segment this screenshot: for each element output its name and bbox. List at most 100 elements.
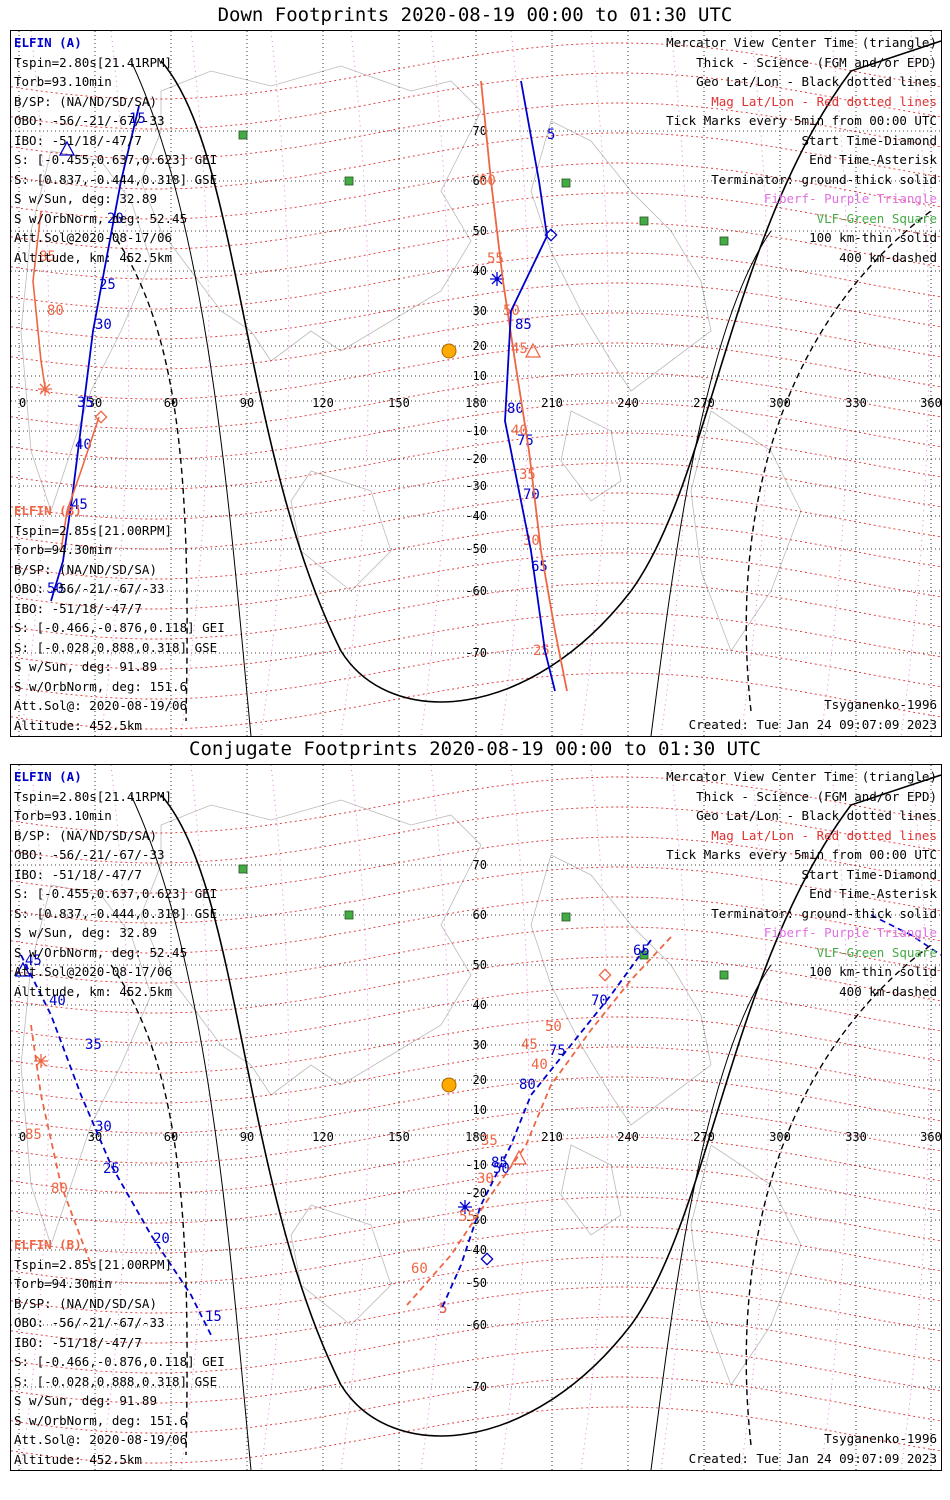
coastline <box>530 854 712 1126</box>
mag-latitude-line <box>11 866 941 924</box>
info-line: Tspin=2.85s[21.00RPM] <box>14 522 173 538</box>
mag-latitude-line <box>11 1166 941 1224</box>
info-line: S: [-0.455,0.637,0.623] GEI <box>14 886 218 901</box>
legend-item: Geo Lat/Lon - Black dotted lines <box>696 74 937 89</box>
mag-longitude-line <box>900 31 930 736</box>
mag-latitude-line <box>11 1106 941 1164</box>
elfin-a-tick-label: 80 <box>507 401 524 417</box>
mag-latitude-line <box>11 1406 941 1464</box>
longitude-tick-label: 90 <box>240 1130 254 1144</box>
info-line: S: [0.837,-0.444,0.318] GSE <box>14 905 218 921</box>
elfin-a-tick-label: 75 <box>549 1043 566 1059</box>
latitude-tick-label: -70 <box>465 646 487 660</box>
latitude-tick-label: -60 <box>465 584 487 598</box>
elfin-b-tick-label: 35 <box>481 1133 498 1149</box>
terminator-400km <box>110 230 188 722</box>
elfin-b-tick-label: 45 <box>511 341 528 357</box>
longitude-tick-label: 240 <box>617 396 639 410</box>
legend-item: VLF-Green Square <box>816 944 937 960</box>
legend-item: Mag Lat/Lon - Red dotted lines <box>711 827 937 843</box>
vlf-green-square <box>561 912 571 922</box>
elfin-a-tick-label: 15 <box>129 111 146 127</box>
info-line: S w/Sun, deg: 32.89 <box>14 191 157 206</box>
mag-latitude-line <box>11 282 941 340</box>
elfin-b-footprint-track <box>406 936 672 1306</box>
latitude-tick-label: 40 <box>473 264 487 278</box>
info-line: S w/OrbNorm, deg: 151.6 <box>14 1412 188 1428</box>
coastline <box>530 120 712 392</box>
coastline <box>690 1144 802 1386</box>
legend-item: Tick Marks every 5min from 00:00 UTC <box>666 113 937 128</box>
terminator-100km <box>650 230 772 736</box>
elfin-a-tick-label: 35 <box>77 395 94 411</box>
longitude-tick-label: 150 <box>388 396 410 410</box>
elfin-b-label: ELFIN (B) <box>14 503 82 518</box>
legend-item: 400 km-dashed <box>839 249 937 265</box>
vlf-green-square <box>719 970 729 980</box>
elfin-b-tick-label: 60 <box>411 1261 428 1277</box>
longitude-tick-label: 0 <box>19 396 26 410</box>
elfin-a-footprint-track <box>504 80 556 692</box>
info-line: OBO: -56/-21/-67/-33 <box>14 113 165 128</box>
mag-latitude-line <box>11 462 941 520</box>
latitude-tick-label: -50 <box>465 1276 487 1290</box>
mag-latitude-line <box>11 372 941 430</box>
mag-latitude-line <box>11 492 941 550</box>
info-line: B/SP: (NA/ND/SD/SA) <box>14 1295 157 1311</box>
elfin-a-footprint-track <box>440 939 652 1311</box>
elfin-b-tick-label: 30 <box>477 1171 494 1187</box>
elfin-a-tick-label: 45 <box>25 953 42 969</box>
vlf-green-square <box>238 864 248 874</box>
terminator-400km <box>745 210 932 712</box>
legend-item: End Time-Asterisk <box>809 886 937 901</box>
elfin-a-tick-label: 25 <box>99 277 116 293</box>
latitude-tick-label: 50 <box>473 958 487 972</box>
elfin-b-tick-label: 35 <box>519 467 536 483</box>
elfin-a-tick-label: 15 <box>205 1309 222 1325</box>
info-line: Altitude: 452.5km <box>14 1451 142 1467</box>
legend-item: Geo Lat/Lon - Black dotted lines <box>696 808 937 823</box>
longitude-tick-label: 120 <box>312 1130 334 1144</box>
longitude-tick-label: 270 <box>693 396 715 410</box>
mag-longitude-line <box>260 31 290 736</box>
sun-icon <box>441 1077 457 1093</box>
legend-item: Thick - Science (FGM and/or EPD) <box>696 54 937 70</box>
latitude-tick-label: 30 <box>473 304 487 318</box>
mag-longitude-line <box>340 31 370 736</box>
latitude-tick-label: 20 <box>473 339 487 353</box>
mag-longitude-line <box>100 765 130 1470</box>
info-line: Tspin=2.85s[21.00RPM] <box>14 1256 173 1272</box>
elfin-b-end-asterisk <box>38 382 52 396</box>
mag-latitude-line <box>11 836 941 894</box>
info-line: Tspin=2.80s[21.41RPM] <box>14 788 173 804</box>
longitude-tick-label: 0 <box>19 1130 26 1144</box>
info-line: S w/Sun, deg: 32.89 <box>14 925 157 940</box>
terminator-ground <box>160 774 941 1437</box>
info-line: IBO: -51/18/-47/7 <box>14 132 142 148</box>
legend-item: Terminator: ground-thick solid <box>711 171 937 187</box>
info-line: B/SP: (NA/ND/SD/SA) <box>14 93 157 109</box>
latitude-tick-label: 10 <box>473 369 487 383</box>
mag-latitude-line <box>11 402 941 460</box>
coastline <box>560 1144 622 1236</box>
panel-title-down: Down Footprints 2020-08-19 00:00 to 01:3… <box>217 4 733 26</box>
info-line: Att.Sol@: 2020-08-19/06 <box>14 1432 188 1447</box>
terminator-400km <box>110 964 188 1456</box>
map-grid: 0 30 60 90 120 150 180 210 240 270 300 330 360 70 60 50… <box>11 31 941 736</box>
mag-latitude-line <box>11 342 941 400</box>
latitude-tick-label: 60 <box>473 908 487 922</box>
longitude-tick-label: 330 <box>845 1130 867 1144</box>
info-line: Altitude, km: 452.5km <box>14 249 173 265</box>
mag-longitude-line <box>340 765 370 1470</box>
elfin-b-footprint-track <box>480 80 568 692</box>
coastline <box>290 470 392 592</box>
mag-latitude-line <box>11 776 941 834</box>
elfin-a-tick-label: 25 <box>103 1161 120 1177</box>
elfin-b-start-diamond <box>598 968 612 982</box>
terminator-ground <box>160 40 941 703</box>
elfin-a-tick-label: 70 <box>523 487 540 503</box>
coastline <box>20 884 152 1247</box>
longitude-tick-label: 330 <box>845 396 867 410</box>
elfin-a-tick-label: 30 <box>95 1119 112 1135</box>
